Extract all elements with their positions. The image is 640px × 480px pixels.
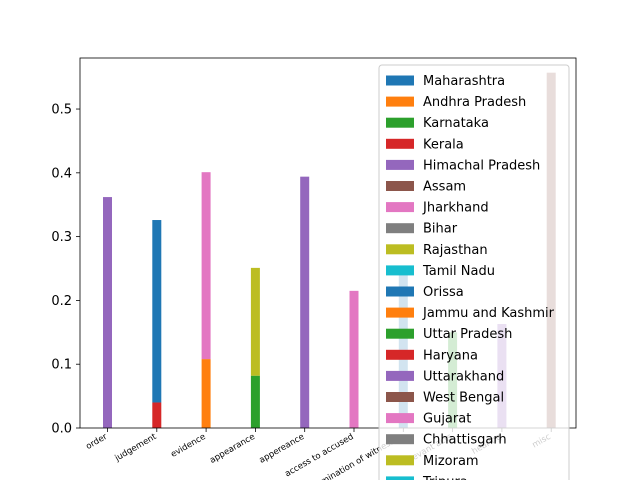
legend-swatch (386, 413, 414, 424)
bar-segment (300, 176, 310, 428)
y-tick-label: 0.3 (51, 230, 72, 245)
legend-swatch (386, 370, 414, 381)
bar-segment (201, 172, 211, 360)
bar-segment (349, 290, 359, 428)
legend-swatch (386, 181, 414, 191)
bar-segment (201, 359, 211, 428)
legend-label: Tamil Nadu (422, 264, 495, 279)
bar-segment (250, 375, 260, 428)
legend-label: Gujarat (423, 412, 471, 427)
legend-box (378, 64, 570, 480)
legend-swatch (386, 286, 414, 297)
bar-segment (103, 197, 112, 428)
legend-swatch (386, 476, 414, 480)
legend-label: Assam (423, 180, 466, 195)
legend-label: Orissa (423, 285, 464, 300)
legend-swatch (386, 75, 414, 86)
legend-swatch (386, 349, 414, 360)
legend: Maharashtra Andhra Pradesh Karnataka Kerala… (378, 64, 570, 480)
y-tick-label: 0.4 (51, 166, 72, 181)
legend-label: Himachal Pradesh (423, 158, 540, 173)
x-tick-label: order (84, 432, 109, 452)
legend-swatch (386, 244, 414, 255)
y-tick-label: 0.2 (51, 294, 72, 309)
legend-swatch (386, 223, 414, 234)
legend-label: Uttar Pradesh (423, 327, 512, 342)
bar-segment (152, 402, 162, 428)
x-tick-label: appearance (208, 432, 257, 466)
legend-label: Bihar (423, 222, 458, 237)
legend-label: Maharashtra (423, 74, 505, 89)
legend-swatch (386, 265, 414, 276)
y-tick-label: 0.5 (51, 103, 72, 118)
y-tick-label: 0.1 (51, 358, 72, 373)
bar-segment (250, 267, 260, 376)
legend-label: West Bengal (423, 391, 504, 406)
plot-frame (79, 57, 577, 429)
legend-swatch (386, 328, 414, 339)
legend-swatch (386, 96, 414, 107)
bar-segment (152, 220, 162, 403)
legend-swatch (386, 117, 414, 128)
legend-label: Rajasthan (423, 243, 488, 258)
axes-layer: 0.0 0.1 0.2 0.3 0.4 0.5 (51, 57, 577, 437)
y-tick-label: 0.0 (51, 422, 72, 437)
legend-swatch (386, 202, 414, 213)
x-tick-label: evidence (169, 432, 207, 460)
legend-swatch (386, 159, 414, 170)
legend-swatch (386, 138, 414, 149)
legend-label: Haryana (423, 348, 478, 363)
legend-label: Mizoram (423, 454, 479, 469)
legend-label: Tripura (422, 475, 468, 480)
legend-label: Chhattisgarh (423, 433, 507, 448)
legend-swatch (386, 455, 414, 466)
legend-label: Jammu and Kashmir (422, 306, 555, 321)
legend-label: Jharkhand (422, 201, 489, 216)
legend-label: Karnataka (423, 116, 489, 131)
legend-label: Kerala (423, 137, 464, 152)
legend-swatch (386, 307, 414, 318)
legend-swatch (386, 392, 414, 402)
legend-swatch (386, 434, 414, 445)
x-tick-label: judgement (113, 432, 159, 464)
legend-label: Andhra Pradesh (423, 95, 526, 110)
legend-label: Uttarakhand (423, 369, 504, 384)
